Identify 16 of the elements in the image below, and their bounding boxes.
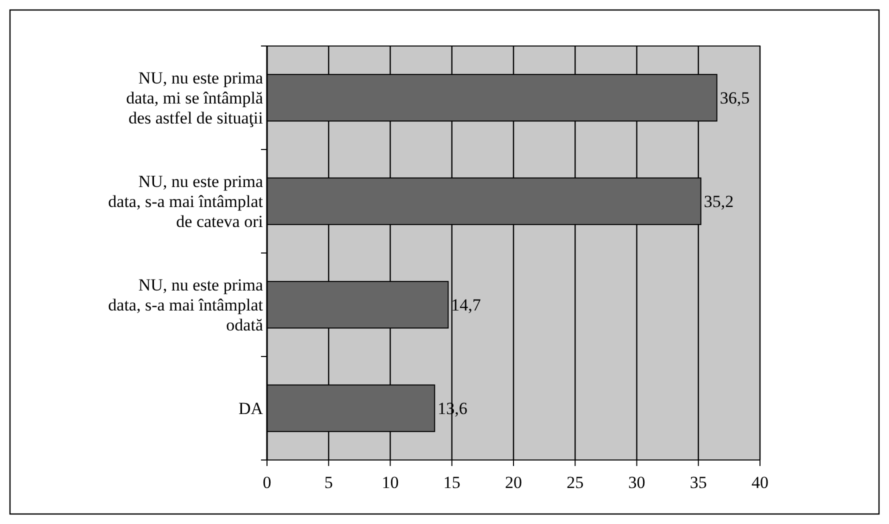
x-tick-label: 35 (690, 473, 707, 492)
data-label: 35,2 (704, 192, 734, 212)
x-tick-label: 30 (628, 473, 646, 492)
x-tick-label: 10 (382, 473, 399, 492)
x-tick-label: 5 (324, 473, 333, 492)
x-tick-label: 40 (752, 473, 768, 492)
y-tick-label: NU, nu este prima data, mi se întâmplă des astfel de situaţii (126, 68, 264, 128)
y-tick-label: NU, nu este prima data, s-a mai întâmplat de cateva ori (108, 172, 264, 232)
x-tick-label: 25 (566, 473, 584, 492)
y-tick-label: DA (238, 399, 264, 418)
data-label: 36,5 (720, 88, 750, 108)
x-tick-label: 0 (262, 473, 272, 492)
x-tick-label: 15 (443, 473, 460, 492)
data-label: 14,7 (451, 296, 482, 315)
x-tick-label: 20 (505, 473, 522, 492)
y-tick-label: NU, nu este prima data, s-a mai întâmplat odată (108, 276, 264, 335)
